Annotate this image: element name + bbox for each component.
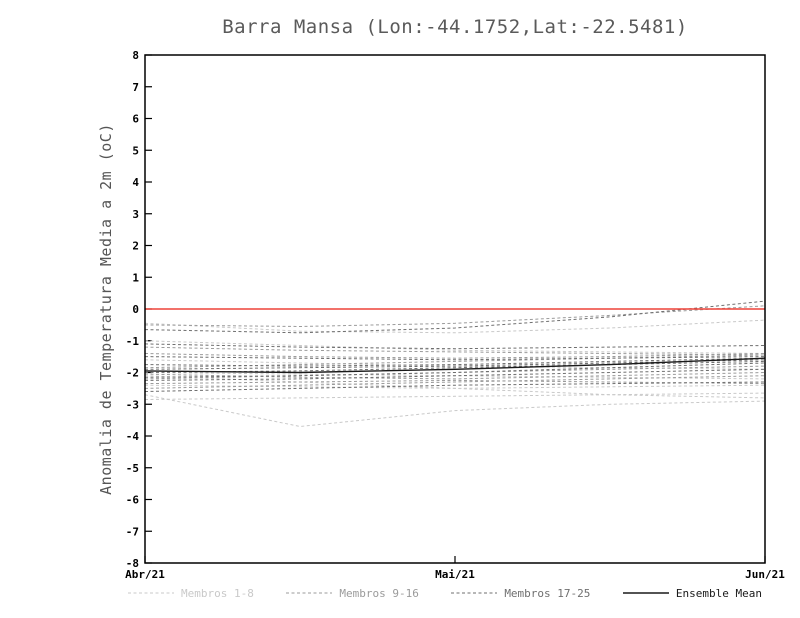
x-tick-label: Mai/21: [435, 568, 475, 581]
y-tick-label: -6: [126, 494, 140, 507]
y-tick-label: -1: [126, 335, 140, 348]
legend-item: Membros 17-25: [451, 587, 590, 600]
member-line: [144, 305, 766, 328]
legend-label: Ensemble Mean: [675, 586, 762, 600]
y-tick-label: 2: [132, 240, 139, 253]
y-tick-label: -7: [126, 525, 139, 538]
x-tick-label: Abr/21: [125, 568, 165, 581]
member-line: [144, 384, 766, 389]
member-line: [144, 381, 766, 392]
legend-label: Membros 17-25: [504, 586, 591, 600]
member-line: [144, 362, 766, 378]
y-tick-label: 3: [132, 208, 139, 221]
legend-label: Membros 9-16: [339, 586, 419, 600]
member-line: [144, 340, 766, 354]
y-tick-label: 7: [132, 81, 139, 94]
member-line: [144, 360, 766, 373]
member-line: [144, 394, 766, 428]
member-line: [144, 346, 766, 356]
chart-title: Barra Mansa (Lon:-44.1752,Lat:-22.5481): [222, 16, 688, 38]
member-line: [144, 353, 766, 359]
member-line: [144, 354, 766, 369]
member-line: [144, 392, 766, 400]
member-line: [144, 375, 766, 389]
member-line: [144, 319, 766, 334]
y-tick-label: -5: [126, 462, 139, 475]
y-tick-label: 5: [132, 144, 139, 157]
member-line: [144, 356, 766, 361]
member-line: [144, 379, 766, 385]
y-tick-label: 4: [132, 176, 139, 189]
member-line: [144, 368, 766, 381]
legend: Membros 1-8 Membros 9-16 Membros 17-25 Ense…: [128, 584, 762, 602]
legend-label: Membros 1-8: [181, 586, 254, 600]
legend-line-swatch: [451, 592, 498, 594]
y-tick-label: 6: [132, 113, 139, 126]
y-tick-label: -8: [126, 557, 139, 570]
legend-item: Ensemble Mean: [622, 586, 762, 600]
legend-line-swatch: [286, 592, 333, 594]
x-tick-label: Jun/21: [745, 568, 785, 581]
y-tick-label: -3: [126, 398, 139, 411]
y-tick-label: 8: [132, 49, 139, 62]
member-line: [144, 359, 766, 370]
legend-item: Membros 1-8: [128, 587, 254, 600]
legend-line-swatch: [622, 592, 669, 594]
y-tick-label: 0: [132, 303, 139, 316]
y-tick-label: -4: [126, 430, 140, 443]
legend-line-swatch: [128, 592, 174, 594]
y-tick-label: 1: [132, 271, 139, 284]
member-line: [144, 372, 766, 380]
member-line: [144, 343, 766, 350]
legend-item: Membros 9-16: [286, 586, 419, 600]
plot-frame: [144, 54, 766, 564]
y-tick-label: -2: [126, 367, 139, 380]
member-line: [144, 300, 766, 334]
ensemble-mean-line: [144, 357, 766, 374]
member-line: [144, 357, 766, 367]
